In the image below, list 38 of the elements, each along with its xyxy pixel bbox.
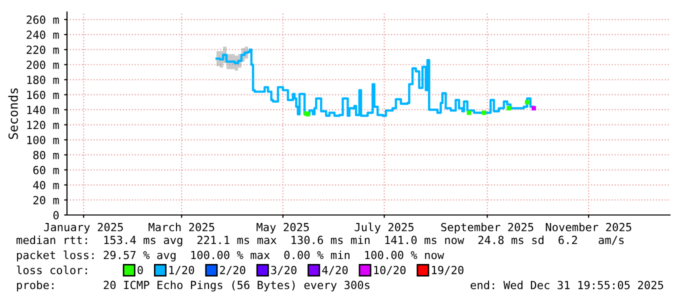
legend-label: 10/20 (374, 266, 406, 276)
legend-label: 0 (138, 266, 143, 274)
text: packet loss: 29.57 % avg 100.00 % max 0.00 % min 100.00 % now (17, 250, 444, 262)
y-tick-label: 40 m (33, 180, 59, 190)
y-axis-title: Seconds (8, 88, 18, 139)
point (482, 110, 486, 115)
legend-label: 19/20 (432, 266, 464, 276)
point (466, 110, 472, 115)
legend-label: 3/20 (271, 266, 296, 276)
legend-label: 1/20 (169, 266, 194, 276)
legend-label: 4/20 (322, 266, 348, 276)
x-tick-label: May 2025 (256, 222, 309, 234)
y-tick-label: 240 m (26, 30, 59, 39)
point (524, 100, 530, 104)
y-tick-label: 100 m (27, 136, 59, 144)
x-tick-label: July 2025 (354, 222, 414, 234)
x-tick-label: March 2025 (148, 222, 214, 232)
y-tick-label: 180 m (27, 76, 59, 84)
y-tick-label: 120 m (27, 120, 59, 130)
legend-title: loss color: (16, 266, 87, 274)
y-tick-label: 220 m (26, 46, 59, 54)
text: probe: 20 ICMP Echo Pings (56 Bytes) every 300s (17, 280, 370, 292)
y-tick-label: 20 m (33, 196, 59, 204)
text: end: Wed Dec 31 19:55:05 2025 (470, 280, 664, 290)
text: median rtt: 153.4 ms avg 221.1 ms max 130.6 ms min 141.0 ms now 24.8 ms sd 6.2 am/s (16, 236, 624, 246)
x-tick-label: November 2025 (546, 222, 632, 232)
y-tick-label: 140 m (27, 106, 59, 114)
x-tick-label: September 2025 (441, 222, 534, 234)
y-tick-label: 160 m (27, 90, 59, 100)
y-tick-label: 260 m (26, 16, 59, 24)
y-tick-label: 60 m (33, 166, 59, 174)
y-tick-label: 200 m (26, 60, 59, 70)
y-tick-label: 80 m (33, 150, 59, 160)
legend-label: 2/20 (220, 266, 246, 276)
point (532, 106, 536, 110)
y-tick-label: 0 (53, 211, 59, 220)
point (506, 106, 512, 110)
x-tick-label: January 2025 (44, 222, 123, 234)
